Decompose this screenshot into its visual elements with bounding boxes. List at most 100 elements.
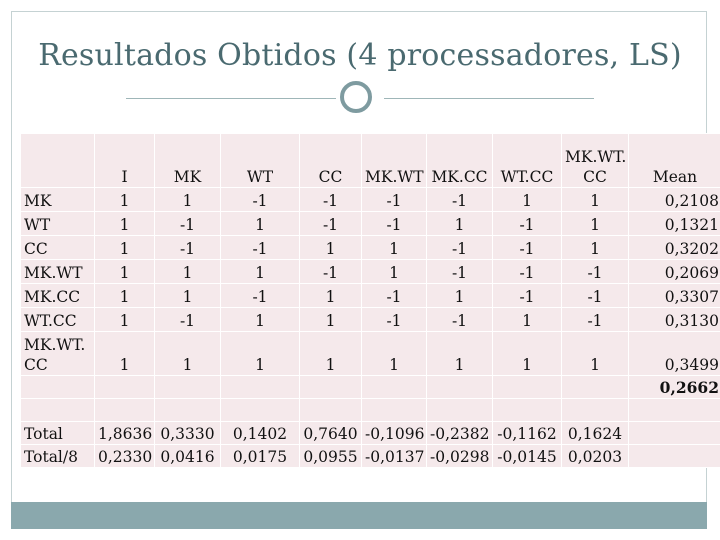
mean-cell: 0,3307 <box>628 283 720 308</box>
table-cell: 1 <box>94 187 155 212</box>
total-cell: 0,0175 <box>220 444 300 468</box>
header-corner-cell <box>20 133 95 188</box>
total-cell: -0,1162 <box>492 421 562 445</box>
title-divider-left <box>126 98 336 99</box>
table-cell: 1 <box>220 259 300 284</box>
total-row: Total 1,8636 0,3330 0,1402 0,7640 -0,109… <box>20 421 720 445</box>
header-cell: MK.WT <box>361 133 427 188</box>
table-cell: -1 <box>154 307 221 332</box>
header-cell-mean: Mean <box>628 133 720 188</box>
table-cell: -1 <box>299 259 362 284</box>
table-row: MK.WT. CC 1 1 1 1 1 1 1 1 0,3499 <box>20 331 720 376</box>
table-cell: -1 <box>361 283 427 308</box>
header-cell: I <box>94 133 155 188</box>
header-row: I MK WT CC MK.WT MK.CC WT.CC MK.WT. CC M… <box>20 133 720 188</box>
row-label: Total/8 <box>20 444 95 468</box>
mean-cell: 0,3202 <box>628 235 720 260</box>
total-cell: 0,7640 <box>299 421 362 445</box>
row-label: CC <box>20 235 95 260</box>
table-cell: 1 <box>94 211 155 236</box>
table-cell: 1 <box>94 331 155 376</box>
table-cell: -1 <box>561 259 629 284</box>
table-cell: 1 <box>492 307 562 332</box>
table-cell: -1 <box>492 283 562 308</box>
slide-title: Resultados Obtidos (4 processadores, LS) <box>38 38 682 73</box>
title-divider-right <box>384 98 594 99</box>
table-row: MK 1 1 -1 -1 -1 -1 1 1 0,2108 <box>20 187 720 212</box>
table-cell: -1 <box>561 283 629 308</box>
table-row: WT 1 -1 1 -1 -1 1 -1 1 0,1321 <box>20 211 720 236</box>
total-cell: -0,1096 <box>361 421 427 445</box>
table-cell: 1 <box>94 283 155 308</box>
results-table: I MK WT CC MK.WT MK.CC WT.CC MK.WT. CC M… <box>20 133 720 468</box>
table-cell: -1 <box>361 187 427 212</box>
table-cell: 1 <box>220 307 300 332</box>
ring-ornament-icon <box>340 81 372 113</box>
table-cell: 1 <box>220 211 300 236</box>
total-cell: 0,2330 <box>94 444 155 468</box>
table-cell: -1 <box>154 235 221 260</box>
table-cell: 1 <box>299 307 362 332</box>
table-cell: 1 <box>154 259 221 284</box>
header-cell: WT.CC <box>492 133 562 188</box>
table-cell: 1 <box>426 331 493 376</box>
table-cell: -1 <box>361 307 427 332</box>
table-cell: -1 <box>299 187 362 212</box>
row-label: MK <box>20 187 95 212</box>
total-cell: 0,3330 <box>154 421 221 445</box>
table-cell: -1 <box>426 307 493 332</box>
row-label: Total <box>20 421 95 445</box>
table-cell: 1 <box>426 211 493 236</box>
overall-mean-row: 0,2662 <box>20 375 720 399</box>
mean-cell: 0,3130 <box>628 307 720 332</box>
mean-cell: 0,3499 <box>628 331 720 376</box>
total-cell: -0,2382 <box>426 421 493 445</box>
table-row: WT.CC 1 -1 1 1 -1 -1 1 -1 0,3130 <box>20 307 720 332</box>
table-cell: 1 <box>299 235 362 260</box>
table-cell: -1 <box>492 235 562 260</box>
total-cell: 0,1624 <box>561 421 629 445</box>
mean-cell: 0,2108 <box>628 187 720 212</box>
table-cell: 1 <box>94 307 155 332</box>
table-cell: 1 <box>94 259 155 284</box>
table-cell: 1 <box>492 187 562 212</box>
table-cell: 1 <box>299 331 362 376</box>
table-cell: 1 <box>361 235 427 260</box>
table-cell: -1 <box>220 187 300 212</box>
total-cell: 0,0203 <box>561 444 629 468</box>
total-cell: 0,0416 <box>154 444 221 468</box>
footer-bar <box>11 502 707 529</box>
header-cell: CC <box>299 133 362 188</box>
total-cell: -0,0298 <box>426 444 493 468</box>
row-label: WT.CC <box>20 307 95 332</box>
table-cell: -1 <box>154 211 221 236</box>
table-cell: 1 <box>299 283 362 308</box>
table-cell: -1 <box>361 211 427 236</box>
spacer-row <box>20 398 720 422</box>
table-cell: -1 <box>299 211 362 236</box>
table-cell: 1 <box>361 259 427 284</box>
row-label: MK.WT. CC <box>20 331 95 376</box>
header-cell: MK.WT. CC <box>561 133 629 188</box>
table-row: CC 1 -1 -1 1 1 -1 -1 1 0,3202 <box>20 235 720 260</box>
row-label: MK.WT <box>20 259 95 284</box>
total-cell: 0,1402 <box>220 421 300 445</box>
total-cell: 0,0955 <box>299 444 362 468</box>
total-cell: 1,8636 <box>94 421 155 445</box>
table-cell: 1 <box>561 211 629 236</box>
row-label: MK.CC <box>20 283 95 308</box>
table-cell: 1 <box>94 235 155 260</box>
table-cell: -1 <box>561 307 629 332</box>
table-cell: -1 <box>426 235 493 260</box>
total-row: Total/8 0,2330 0,0416 0,0175 0,0955 -0,0… <box>20 444 720 468</box>
mean-cell: 0,1321 <box>628 211 720 236</box>
table-cell: 1 <box>561 331 629 376</box>
table-cell: 1 <box>561 235 629 260</box>
table-cell: 1 <box>561 187 629 212</box>
header-cell: MK <box>154 133 221 188</box>
table-cell: 1 <box>220 331 300 376</box>
table-cell: -1 <box>426 187 493 212</box>
overall-mean-cell: 0,2662 <box>628 375 720 399</box>
row-label: WT <box>20 211 95 236</box>
header-cell: WT <box>220 133 300 188</box>
